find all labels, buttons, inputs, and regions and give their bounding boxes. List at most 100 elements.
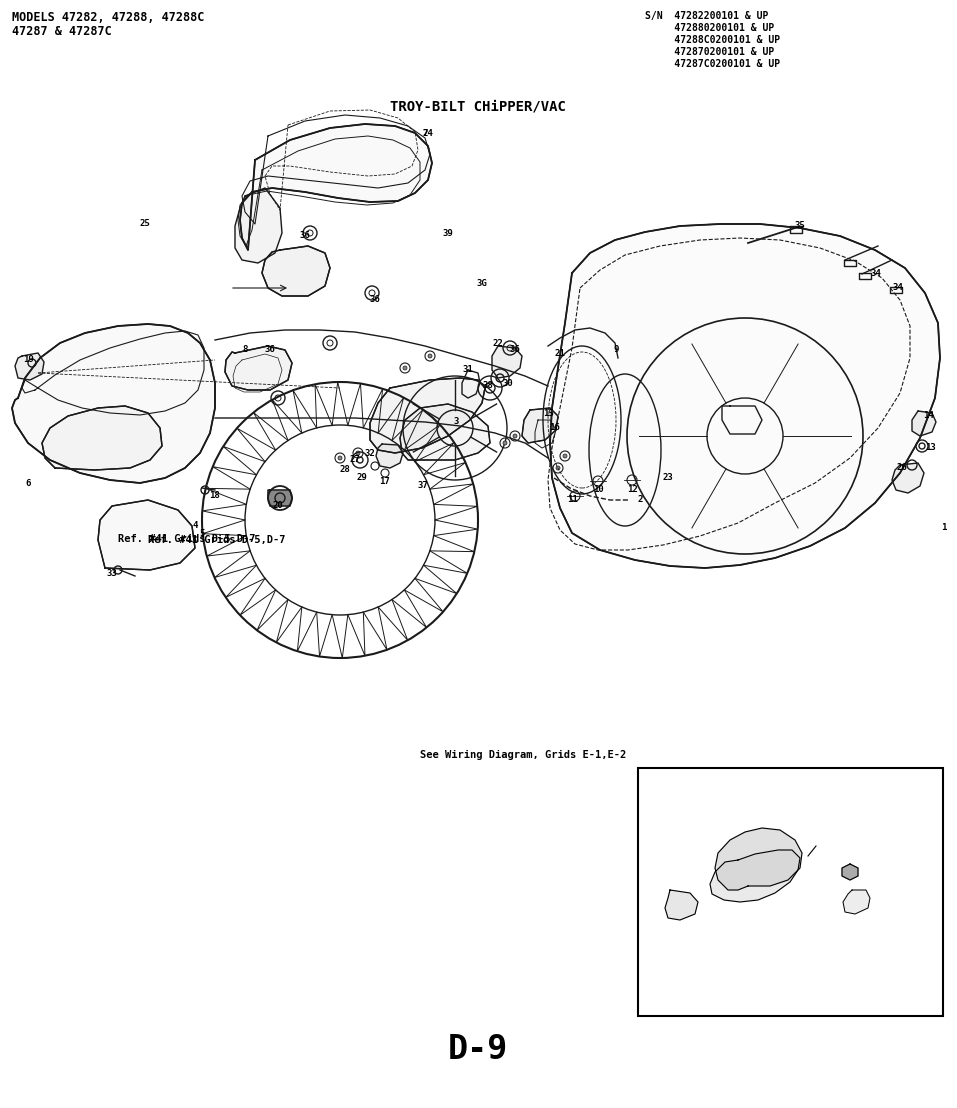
Text: 26: 26 [897,463,907,472]
Polygon shape [12,324,215,483]
Text: 9: 9 [613,346,618,355]
Circle shape [563,454,567,458]
Polygon shape [715,828,802,890]
Text: 31: 31 [462,366,474,375]
Text: 29: 29 [679,938,691,948]
Text: 34: 34 [871,269,881,278]
Polygon shape [400,404,490,460]
Circle shape [403,366,407,370]
Text: 18: 18 [210,492,220,501]
Polygon shape [492,346,522,378]
Circle shape [556,466,560,470]
Text: 25: 25 [140,218,150,227]
Polygon shape [665,890,698,920]
Text: 19: 19 [23,356,33,365]
Text: 3G: 3G [477,278,487,287]
Text: 11: 11 [568,495,578,504]
Text: 36: 36 [265,346,276,355]
Polygon shape [15,353,44,380]
Text: 37: 37 [784,951,796,961]
Text: 30: 30 [855,859,866,869]
Text: 31: 31 [802,839,813,849]
Text: 14: 14 [923,411,933,421]
Text: 12: 12 [628,485,638,494]
Text: 6HP ROTOR ASSEMBLY: 6HP ROTOR ASSEMBLY [725,776,855,789]
Text: 1: 1 [942,523,946,533]
Circle shape [513,434,517,438]
Polygon shape [370,378,485,453]
Text: 16: 16 [548,423,560,432]
Text: 16: 16 [864,893,876,903]
Text: 30: 30 [502,379,513,388]
Text: 4: 4 [805,929,811,938]
Polygon shape [376,444,403,468]
Text: 35: 35 [794,222,806,230]
Text: D-9: D-9 [448,1033,508,1066]
Text: 6: 6 [25,479,31,488]
Text: Ref. #41 Grids D-5,D-7: Ref. #41 Grids D-5,D-7 [148,535,285,545]
Text: 17: 17 [379,478,389,486]
Text: 39: 39 [443,228,454,237]
Text: 24: 24 [423,129,434,137]
Text: 17: 17 [701,951,712,961]
Text: 37: 37 [417,482,429,491]
Text: 47288C0200101 & UP: 47288C0200101 & UP [645,35,780,45]
Text: 33: 33 [106,570,118,578]
Text: 21: 21 [555,349,566,359]
Text: 22: 22 [493,339,503,349]
Text: 38: 38 [482,381,494,390]
Polygon shape [892,463,924,493]
Text: 472870200101 & UP: 472870200101 & UP [645,47,774,57]
Polygon shape [842,864,858,880]
Text: 32: 32 [649,897,661,907]
Bar [638,768,943,1016]
Text: 10: 10 [592,485,603,494]
Text: 34: 34 [893,284,903,293]
Polygon shape [843,890,870,914]
Text: TROY-BILT CHiPPER/VAC: TROY-BILT CHiPPER/VAC [390,100,566,114]
Text: 36: 36 [369,296,380,305]
Text: 3: 3 [454,418,458,427]
Text: S/N  47282200101 & UP: S/N 47282200101 & UP [645,11,768,21]
Text: 15: 15 [852,903,864,913]
Circle shape [503,441,507,445]
Text: 27: 27 [662,931,674,941]
Polygon shape [522,408,558,443]
Text: 32: 32 [365,450,375,459]
Text: 38: 38 [814,855,826,865]
Text: 7: 7 [422,129,428,137]
Text: 2: 2 [637,495,643,504]
Polygon shape [240,124,432,250]
Text: 36: 36 [300,232,310,240]
Text: 36: 36 [510,346,521,355]
Text: See Wiring Diagram, Grids E-1,E-2: See Wiring Diagram, Grids E-1,E-2 [420,750,626,760]
Text: Ref. #41 Grids D-5,D-7: Ref. #41 Grids D-5,D-7 [118,534,256,544]
Polygon shape [268,490,292,506]
Polygon shape [98,500,195,570]
Text: 472880200101 & UP: 472880200101 & UP [645,23,774,33]
Polygon shape [42,406,162,470]
Circle shape [338,456,342,460]
Polygon shape [262,246,330,296]
Polygon shape [550,224,940,568]
Text: 47287 & 47287C: 47287 & 47287C [12,25,112,38]
Text: 4: 4 [192,521,198,530]
Text: 28: 28 [340,465,350,474]
Polygon shape [235,188,282,263]
Polygon shape [912,411,936,437]
Text: 47287C0200101 & UP: 47287C0200101 & UP [645,59,780,69]
Text: 27: 27 [349,455,361,464]
Polygon shape [225,346,292,390]
Text: 15: 15 [543,410,553,419]
Text: 8: 8 [242,346,248,355]
Text: 5: 5 [199,530,205,538]
Text: 20: 20 [273,502,283,511]
Text: 23: 23 [662,473,674,482]
Circle shape [356,451,360,455]
Text: 3: 3 [657,888,663,897]
Text: MODELS 47282, 47288, 47288C: MODELS 47282, 47288, 47288C [12,11,205,24]
Text: 13: 13 [924,443,935,452]
Circle shape [428,353,432,358]
Text: 29: 29 [357,473,367,482]
Text: 26: 26 [657,945,668,955]
